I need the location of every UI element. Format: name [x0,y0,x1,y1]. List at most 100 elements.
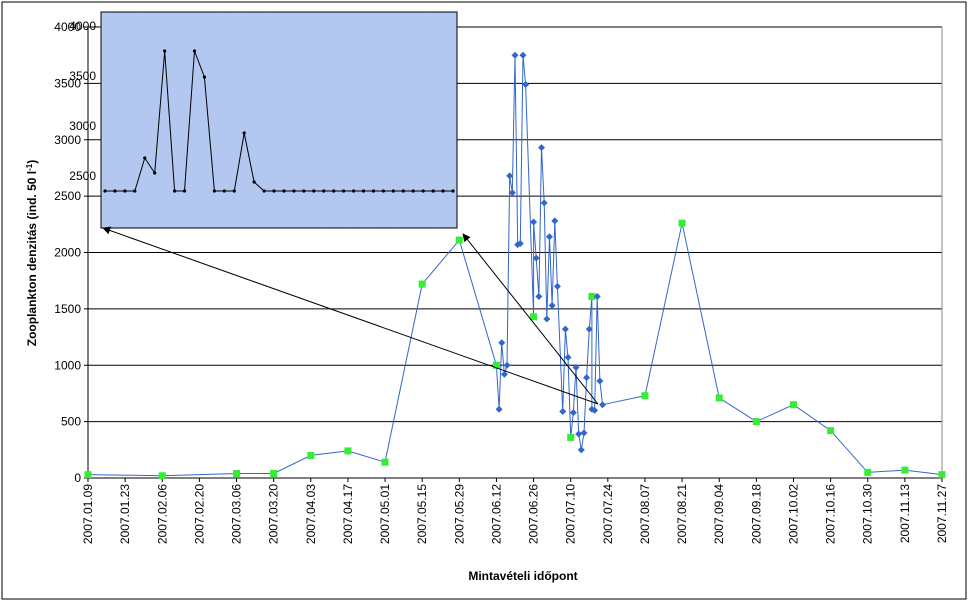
zoom-arrow-right [462,233,599,405]
inset-data-point [202,75,207,79]
inset-data-point [192,49,197,53]
data-point-blue [548,301,556,309]
x-tick-label: 2007.01.23 [118,484,132,544]
data-point-blue [495,405,503,413]
x-axis-ticks: 2007.01.09 2007.01.23 2007.02.06 2007.02.20… [81,478,949,544]
x-tick-label: 2007.03.20 [267,484,281,544]
inset-line [103,49,455,193]
x-axis-title: Mintavételi időpont [468,569,577,583]
y-tick-label: 2500 [54,189,81,203]
data-point-green [715,394,723,402]
data-point-green [752,418,760,426]
zoom-arrow-left [102,226,599,405]
y-axis-ticks: 0 500 1000 1500 2000 2500 3000 3500 4000 [54,20,88,485]
data-point-blue [580,429,588,437]
inset-data-point [113,189,117,193]
inset-data-point [103,189,107,193]
data-point-blue [500,370,508,378]
data-point-blue [516,239,524,247]
data-point-blue [577,446,585,454]
data-point-blue [535,292,543,300]
x-tick-label: 2007.06.26 [527,484,541,544]
inset-data-point [361,189,366,193]
data-point-green [938,471,946,479]
inset-data-point [441,189,445,193]
x-tick-label: 2007.09.18 [749,484,763,544]
data-point-blue [553,282,561,290]
data-point-blue [530,218,538,226]
x-tick-label: 2007.10.30 [861,484,875,544]
data-point-blue [503,361,511,369]
data-point-green [418,280,426,288]
data-point-green [567,433,575,441]
data-point-blue [593,292,601,300]
x-tick-label: 2007.01.09 [81,484,95,544]
data-point-green [641,392,649,400]
y-tick-label: 3000 [54,133,81,147]
data-point-blue [561,325,569,333]
data-point-blue [569,409,577,417]
x-tick-label: 2007.10.02 [786,484,800,544]
inset-data-point [351,189,356,193]
y-tick-label: 1500 [54,302,81,316]
data-point-green [270,469,278,477]
data-point-green [158,472,166,480]
inset-border [100,11,458,229]
data-point-blue [583,374,591,382]
inset-data-point [421,189,425,193]
inset-data-point [411,189,415,193]
data-point-blue [522,81,530,89]
inset-data-point [133,189,137,193]
x-tick-label: 2007.05.29 [452,484,466,544]
inset-data-point [391,189,395,193]
inset-data-point [212,189,216,193]
inset-data-point [332,189,336,193]
zoom-arrows [102,226,599,405]
inset-data-point [222,189,226,193]
data-point-blue [575,430,583,438]
inset-data-point [431,189,435,193]
inset-y-tick-label: 3500 [69,69,96,83]
data-point-blue [508,189,516,197]
inset-data-point [342,189,346,193]
inset-data-point [182,189,187,193]
inset-data-point [451,189,455,193]
inset-data-point [312,189,316,193]
x-tick-label: 2007.08.21 [675,484,689,544]
y-tick-label: 3500 [54,76,81,90]
data-point-green [789,401,797,409]
data-point-green [901,466,909,474]
data-point-blue [540,199,548,207]
data-point-blue [572,364,580,372]
inset-data-point [173,189,177,193]
inset-data-point [153,171,157,175]
data-point-green [307,451,315,459]
data-point-green [530,313,538,321]
inset-data-point [272,189,276,193]
data-point-blue [545,233,553,241]
inset-series-line [105,50,453,192]
x-tick-label: 2007.05.15 [415,484,429,544]
data-point-blue [506,172,514,180]
x-tick-label: 2007.10.16 [824,484,838,544]
data-point-blue [551,217,559,225]
inset-y-tick-label: 2500 [69,169,96,183]
y-tick-label: 0 [74,471,81,485]
data-point-green [381,458,389,466]
x-tick-label: 2007.09.04 [712,484,726,544]
data-point-green [233,469,241,477]
data-point-blue [538,144,546,152]
data-point-green [492,361,500,369]
x-tick-label: 2007.07.10 [564,484,578,544]
inset-data-point [163,49,167,53]
x-tick-label: 2007.02.20 [192,484,206,544]
x-tick-label: 2007.06.12 [489,484,503,544]
x-tick-label: 2007.02.06 [155,484,169,544]
inset-data-point [381,189,385,193]
data-point-blue [599,401,607,409]
inset-data-point [401,189,405,193]
y-tick-label: 4000 [54,20,81,34]
x-tick-label: 2007.03.06 [230,484,244,544]
data-point-green [588,292,596,300]
